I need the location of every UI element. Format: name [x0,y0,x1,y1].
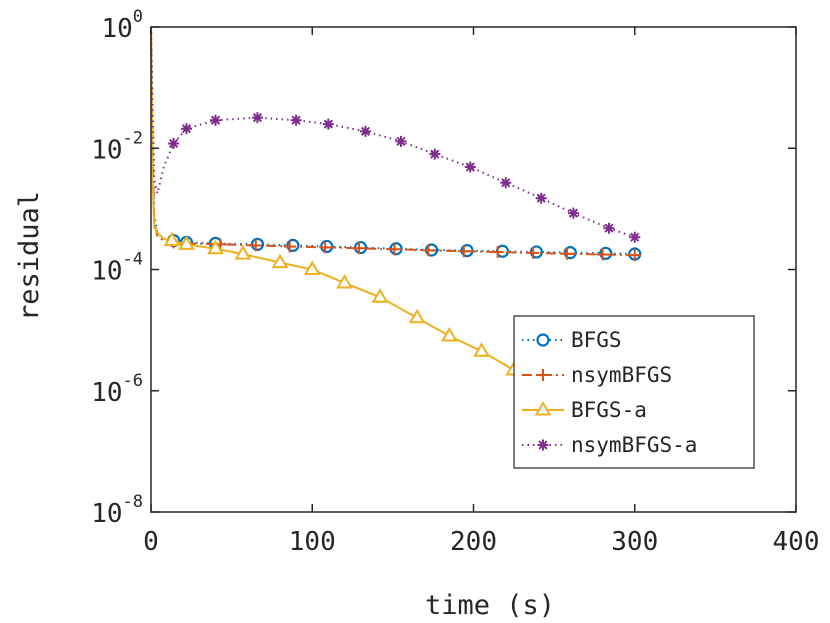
legend-item-nsymbfgs: nsymBFGS [522,363,672,387]
legend-marker-bfgs-a [534,400,552,416]
legend-item-bfgs-a: BFGS-a [522,398,647,422]
y-tick-label: 10-8 [91,492,143,529]
legend-marker-nsymbfgs-a [537,439,549,451]
data-point-nsymbfgs-a [429,148,441,160]
data-point-nsymbfgs-a [567,207,579,219]
data-point-nsymbfgs [527,246,540,259]
y-tick-label: 100 [101,7,143,44]
data-point-nsymbfgs-a [464,161,476,173]
data-point-nsymbfgs [319,241,332,254]
x-tick-label: 0 [143,527,159,557]
y-axis-label: residual [14,191,45,321]
x-tick-label: 200 [450,527,497,557]
legend: BFGS nsymBFGS BFGS-a nsymBFGS-a [513,315,755,469]
series-line-nsymbfgs-a [150,26,636,239]
data-point-nsymbfgs-a [180,123,192,135]
data-point-nsymbfgs-a [359,125,371,137]
data-point-nsymbfgs-a [535,192,547,204]
data-point-nsymbfgs-a [322,118,334,130]
y-tick-label: 10-6 [91,371,143,408]
legend-label: BFGS-a [571,398,647,422]
data-point-nsymbfgs [596,248,609,261]
data-point-bfgs-a [408,308,426,324]
plot-area [150,26,642,389]
legend-marker-nsymbfgs [537,369,549,381]
legend-item-nsymbfgs-a: nsymBFGS-a [522,433,697,457]
data-point-nsymbfgs [561,247,574,260]
data-point-nsymbfgs-a [251,112,263,124]
series-nsymbfgs-a [150,26,641,243]
data-point-bfgs-a [473,342,490,357]
data-point-nsymbfgs [283,240,296,253]
x-tick-label: 300 [611,527,658,557]
series-bfgs-a [150,26,547,389]
data-point-nsymbfgs-a [603,222,615,234]
data-point-bfgs-a [207,239,224,255]
x-tick-label: 100 [289,527,336,557]
legend-box [513,315,755,469]
data-point-nsymbfgs [422,244,435,257]
data-point-nsymbfgs [249,239,262,252]
data-point-nsymbfgs [353,242,366,255]
data-point-bfgs-a [371,288,389,303]
data-point-nsymbfgs-a [500,177,512,189]
data-point-nsymbfgs [628,249,641,262]
legend-marker-bfgs [536,333,550,347]
x-tick-label: 400 [773,527,820,557]
data-point-nsymbfgs-a [290,114,302,126]
y-tick-label: 10-2 [91,128,143,165]
legend-item-bfgs: BFGS [522,328,622,352]
legend-label: BFGS [571,328,622,352]
data-point-nsymbfgs [491,246,504,259]
data-point-nsymbfgs [457,245,470,258]
legend-label: nsymBFGS [571,363,672,387]
data-point-nsymbfgs [388,243,401,256]
data-point-nsymbfgs-a [395,135,407,147]
data-point-bfgs-a [336,273,353,289]
data-point-nsymbfgs-a [629,231,641,243]
data-point-nsymbfgs-a [168,137,180,149]
data-point-bfgs-a [178,235,195,250]
data-point-bfgs-a [440,326,458,342]
data-point-bfgs-a [303,260,321,276]
legend-label: nsymBFGS-a [571,433,697,457]
y-tick-label: 10-4 [91,250,143,287]
data-point-nsymbfgs-a [210,114,221,126]
data-point-bfgs-a [234,245,252,260]
data-point-bfgs-a [271,253,289,269]
x-axis-label: time (s) [425,590,555,621]
axes: 0 100 200 300 400 10-8 10-6 10-4 10-2 100 [91,7,819,557]
data-point-bfgs-a [163,231,181,247]
